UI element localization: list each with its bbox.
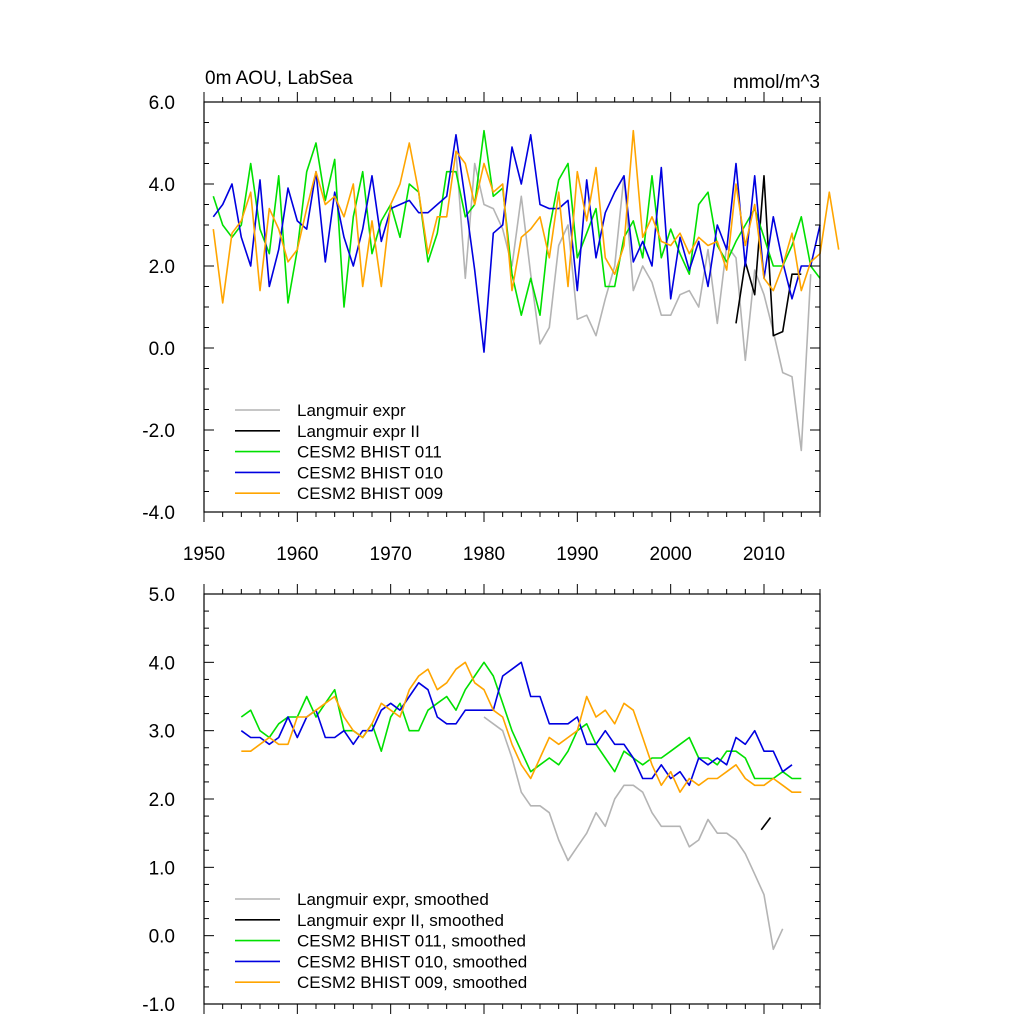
top-xtick-label: 1950 <box>183 544 225 565</box>
bottom-legend: Langmuir expr, smoothed Langmuir expr II,… <box>235 890 527 992</box>
bottom-series-line-1 <box>760 817 772 831</box>
top-series-line-4 <box>212 129 840 304</box>
top-axes: 6.0 4.0 2.0 0.0 -2.0 -4.0 1950 1960 1970 1980 1990… <box>142 92 821 565</box>
top-series-line-0 <box>455 151 812 452</box>
bottom-ytick-label: 4.0 <box>149 653 175 674</box>
top-legend-label-2: CESM2 BHIST 011 <box>297 443 442 462</box>
top-legend-label-0: Langmuir expr <box>297 401 406 420</box>
bottom-legend-label-1: Langmuir expr II, smoothed <box>297 911 504 930</box>
bottom-series-line-0 <box>483 716 784 951</box>
bottom-series-line-4 <box>241 661 802 794</box>
bottom-legend-label-4: CESM2 BHIST 009, smoothed <box>297 973 527 992</box>
top-xtick-label: 1960 <box>276 544 318 565</box>
top-ytick-label: 0.0 <box>149 339 175 360</box>
bottom-ytick-label: 1.0 <box>149 858 175 879</box>
top-ytick-label: 6.0 <box>149 93 175 114</box>
bottom-ytick-label: 2.0 <box>149 790 175 811</box>
top-legend-label-3: CESM2 BHIST 010 <box>297 463 443 482</box>
bottom-ytick-label: 3.0 <box>149 722 175 743</box>
bottom-series-lines <box>240 661 802 951</box>
top-xtick-label: 2010 <box>743 544 785 565</box>
top-series-line-3 <box>212 134 821 353</box>
top-series-line-1 <box>735 175 802 337</box>
bottom-ytick-label: -1.0 <box>142 995 175 1016</box>
bottom-panel: 5.0 4.0 3.0 2.0 1.0 0.0 -1.0 Langmuir expr, sm… <box>142 584 821 1016</box>
top-xtick-label: 1970 <box>370 544 412 565</box>
top-legend-label-1: Langmuir expr II <box>297 422 420 441</box>
top-ytick-label: -2.0 <box>142 421 175 442</box>
bottom-ytick-label: 5.0 <box>149 585 175 606</box>
top-legend: Langmuir expr Langmuir expr II CESM2 BHIST… <box>235 401 443 503</box>
top-ytick-label: -4.0 <box>142 503 175 524</box>
top-panel: 6.0 4.0 2.0 0.0 -2.0 -4.0 1950 1960 1970 1980 1990… <box>142 68 840 565</box>
bottom-series-line-2 <box>240 661 802 780</box>
top-xtick-label: 1990 <box>556 544 598 565</box>
bottom-series-line-3 <box>240 661 793 787</box>
bottom-axes: 5.0 4.0 3.0 2.0 1.0 0.0 -1.0 <box>142 584 821 1016</box>
top-ytick-label: 2.0 <box>149 257 175 278</box>
top-title-left: 0m AOU, LabSea <box>205 68 353 89</box>
top-title-right: mmol/m^3 <box>733 72 820 93</box>
bottom-ytick-label: 0.0 <box>149 927 175 948</box>
bottom-legend-label-0: Langmuir expr, smoothed <box>297 890 489 909</box>
bottom-legend-label-3: CESM2 BHIST 010, smoothed <box>297 952 527 971</box>
top-xtick-label: 2000 <box>650 544 692 565</box>
top-ytick-label: 4.0 <box>149 175 175 196</box>
bottom-legend-label-2: CESM2 BHIST 011, smoothed <box>297 932 526 951</box>
top-legend-label-4: CESM2 BHIST 009 <box>297 484 443 503</box>
top-xtick-label: 1980 <box>463 544 505 565</box>
top-series-lines <box>212 129 840 452</box>
